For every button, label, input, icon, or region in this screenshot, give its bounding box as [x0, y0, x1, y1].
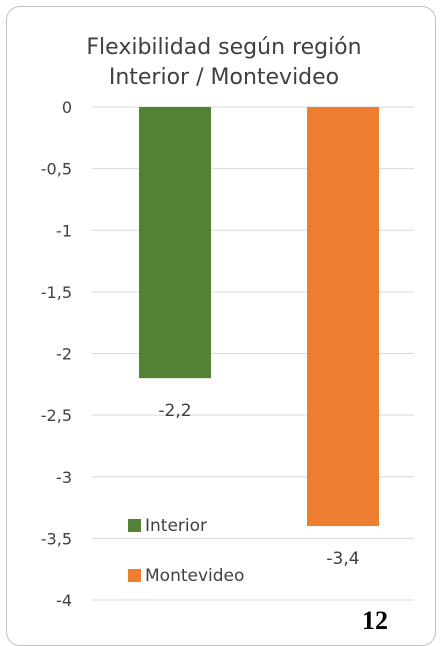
- y-tick-label: 0: [62, 98, 72, 117]
- chart-title-line-2: Interior / Montevideo: [108, 65, 340, 90]
- bar-chart: 0 -0,5 -1 -1,5 -2 -2,5 -3 -3,5 -4 -2,2 -3,4: [41, 98, 414, 610]
- bar-interior: [139, 107, 211, 379]
- legend-label-interior: Interior: [145, 516, 208, 536]
- legend-label-montevideo: Montevideo: [145, 566, 245, 586]
- y-tick-label: -2,5: [41, 406, 72, 425]
- chart-title-line-1: Flexibilidad según región: [86, 35, 362, 60]
- legend-swatch-interior: [128, 519, 141, 532]
- y-tick-label: -3,5: [41, 529, 72, 548]
- legend-item-montevideo: Montevideo: [128, 566, 244, 586]
- legend-item-interior: Interior: [128, 516, 207, 536]
- y-tick-label: -1,5: [41, 283, 72, 302]
- data-label: -3,4: [326, 549, 359, 569]
- legend-swatch-montevideo: [128, 569, 141, 582]
- data-label: -2,2: [158, 401, 191, 421]
- bar-montevideo: [307, 107, 379, 527]
- y-tick-label: -1: [56, 221, 72, 240]
- y-tick-label: -0,5: [41, 160, 72, 179]
- y-tick-label: -3: [56, 468, 72, 487]
- y-tick-label: -2: [56, 345, 72, 364]
- page-number: 12: [362, 606, 388, 635]
- y-tick-label: -4: [56, 591, 72, 610]
